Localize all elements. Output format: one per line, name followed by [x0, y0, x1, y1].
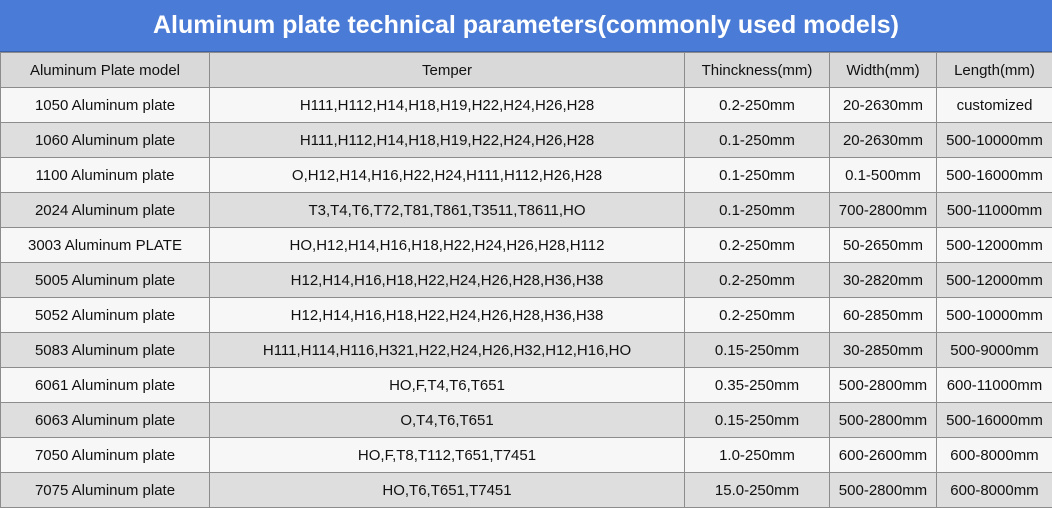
table-cell: 0.35-250mm	[685, 368, 830, 403]
table-cell: 7050 Aluminum plate	[1, 438, 210, 473]
table-cell: 0.2-250mm	[685, 88, 830, 123]
table-cell: HO,F,T4,T6,T651	[210, 368, 685, 403]
table-cell: 15.0-250mm	[685, 473, 830, 508]
table-cell: 0.15-250mm	[685, 403, 830, 438]
table-cell: 50-2650mm	[830, 228, 937, 263]
table-cell: 600-8000mm	[937, 438, 1052, 473]
table-cell: 6061 Aluminum plate	[1, 368, 210, 403]
table-cell: 5083 Aluminum plate	[1, 333, 210, 368]
table-cell: 2024 Aluminum plate	[1, 193, 210, 228]
table-cell: 0.1-250mm	[685, 193, 830, 228]
table-cell: 500-2800mm	[830, 473, 937, 508]
table-cell: 600-2600mm	[830, 438, 937, 473]
table-cell: 600-11000mm	[937, 368, 1052, 403]
table-cell: 0.15-250mm	[685, 333, 830, 368]
table-cell: 500-16000mm	[937, 403, 1052, 438]
table-cell: HO,T6,T651,T7451	[210, 473, 685, 508]
table-cell: HO,F,T8,T112,T651,T7451	[210, 438, 685, 473]
column-header: Thinckness(mm)	[685, 53, 830, 88]
table-cell: 1100 Aluminum plate	[1, 158, 210, 193]
table-title: Aluminum plate technical parameters(comm…	[0, 0, 1052, 52]
table-cell: 0.2-250mm	[685, 228, 830, 263]
table-cell: 5005 Aluminum plate	[1, 263, 210, 298]
column-header: Length(mm)	[937, 53, 1052, 88]
table-cell: H12,H14,H16,H18,H22,H24,H26,H28,H36,H38	[210, 298, 685, 333]
column-header: Aluminum Plate model	[1, 53, 210, 88]
table-cell: T3,T4,T6,T72,T81,T861,T3511,T8611,HO	[210, 193, 685, 228]
table-cell: 500-12000mm	[937, 228, 1052, 263]
table-cell: 600-8000mm	[937, 473, 1052, 508]
table-cell: 30-2820mm	[830, 263, 937, 298]
table-cell: 0.1-250mm	[685, 123, 830, 158]
table-cell: 500-11000mm	[937, 193, 1052, 228]
table-cell: 6063 Aluminum plate	[1, 403, 210, 438]
table-cell: 700-2800mm	[830, 193, 937, 228]
table-cell: customized	[937, 88, 1052, 123]
table-cell: H111,H112,H14,H18,H19,H22,H24,H26,H28	[210, 123, 685, 158]
table-cell: 500-12000mm	[937, 263, 1052, 298]
table-cell: 5052 Aluminum plate	[1, 298, 210, 333]
table-cell: 0.1-250mm	[685, 158, 830, 193]
table-cell: 0.2-250mm	[685, 263, 830, 298]
table-cell: 500-2800mm	[830, 403, 937, 438]
table-cell: 500-9000mm	[937, 333, 1052, 368]
table-cell: H111,H114,H116,H321,H22,H24,H26,H32,H12,…	[210, 333, 685, 368]
table-cell: 30-2850mm	[830, 333, 937, 368]
table-cell: 7075 Aluminum plate	[1, 473, 210, 508]
table-cell: 0.1-500mm	[830, 158, 937, 193]
table-cell: 0.2-250mm	[685, 298, 830, 333]
table-cell: H111,H112,H14,H18,H19,H22,H24,H26,H28	[210, 88, 685, 123]
table-cell: 1060 Aluminum plate	[1, 123, 210, 158]
table-cell: 20-2630mm	[830, 123, 937, 158]
table-cell: 500-16000mm	[937, 158, 1052, 193]
table-cell: 60-2850mm	[830, 298, 937, 333]
column-header: Width(mm)	[830, 53, 937, 88]
column-header: Temper	[210, 53, 685, 88]
table-cell: 1050 Aluminum plate	[1, 88, 210, 123]
table-cell: 1.0-250mm	[685, 438, 830, 473]
table-cell: HO,H12,H14,H16,H18,H22,H24,H26,H28,H112	[210, 228, 685, 263]
table-cell: 500-10000mm	[937, 298, 1052, 333]
table-cell: 20-2630mm	[830, 88, 937, 123]
table-cell: O,H12,H14,H16,H22,H24,H111,H112,H26,H28	[210, 158, 685, 193]
table-cell: H12,H14,H16,H18,H22,H24,H26,H28,H36,H38	[210, 263, 685, 298]
table-cell: O,T4,T6,T651	[210, 403, 685, 438]
table-cell: 3003 Aluminum PLATE	[1, 228, 210, 263]
table-cell: 500-2800mm	[830, 368, 937, 403]
table-cell: 500-10000mm	[937, 123, 1052, 158]
